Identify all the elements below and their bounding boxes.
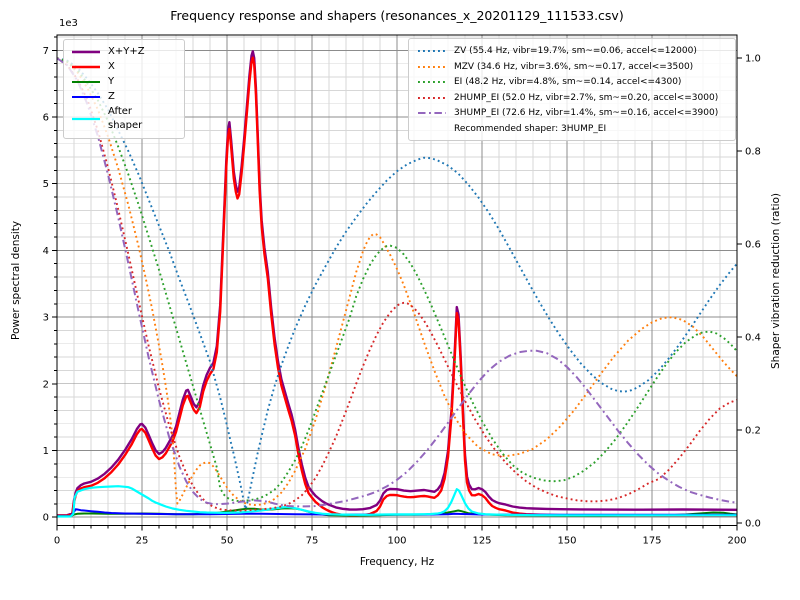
legend-entry: ZV (55.4 Hz, vibr=19.7%, sm~=0.06, accel… xyxy=(417,44,727,59)
y-axis-label-right: Shaper vibration reduction (ratio) xyxy=(770,192,782,369)
series-shaper-zv xyxy=(57,57,737,511)
legend-swatch xyxy=(418,112,446,115)
legend-entry: Y xyxy=(71,75,177,89)
tick-label: 175 xyxy=(642,536,661,547)
series-shaper-3hump_ei xyxy=(57,57,737,508)
legend-swatch xyxy=(418,81,446,84)
tick-marks xyxy=(52,36,742,531)
legend-recommended-note: Recommended shaper: 3HUMP_EI xyxy=(454,123,607,134)
tick-label: 75 xyxy=(306,536,319,547)
legend-entry: X xyxy=(71,60,177,74)
tick-label: 100 xyxy=(387,536,406,547)
chart-title: Frequency response and shapers (resonanc… xyxy=(170,8,624,23)
tick-label: 0.0 xyxy=(745,519,761,530)
legend-swatch xyxy=(418,65,446,68)
legend-entry-label: EI (48.2 Hz, vibr=4.8%, sm~=0.14, accel<… xyxy=(454,77,682,87)
tick-label: 0.6 xyxy=(745,240,761,251)
tick-label: 7 xyxy=(43,46,49,57)
tick-labels: 0 25 50 75 100 125 150 175 200 0 1 2 3 4 5 6 7 0.0 0.2 0.4 0… xyxy=(43,46,761,547)
legend-entry-label: ZV (55.4 Hz, vibr=19.7%, sm~=0.06, accel… xyxy=(454,46,697,56)
legend-entry-label: 3HUMP_EI (72.6 Hz, vibr=1.4%, sm~=0.16, … xyxy=(454,108,719,118)
tick-label: 150 xyxy=(557,536,576,547)
tick-label: 6 xyxy=(43,113,49,124)
tick-label: 0 xyxy=(43,513,49,524)
legend-entry-label: Y xyxy=(108,76,115,87)
tick-label: 0.8 xyxy=(745,147,761,158)
legend-entry-label: Z xyxy=(108,91,115,102)
legend-psd: X+Y+Z X Y Z After shaper xyxy=(63,39,185,139)
legend-entry-label: X xyxy=(108,61,115,72)
legend-swatch xyxy=(72,81,100,83)
legend-entry: Z xyxy=(71,90,177,104)
tick-label: 1 xyxy=(43,446,49,457)
legend-swatch xyxy=(418,96,446,99)
series-psd-x xyxy=(57,56,737,517)
legend-entry: MZV (34.6 Hz, vibr=3.6%, sm~=0.17, accel… xyxy=(417,60,727,75)
curves xyxy=(57,50,737,518)
series-shaper-2hump_ei xyxy=(57,57,737,512)
legend-swatch xyxy=(72,50,100,54)
y-axis-offset-text: 1e3 xyxy=(59,18,78,29)
x-axis-label: Frequency, Hz xyxy=(359,556,435,568)
series-psd-z xyxy=(57,508,737,518)
legend-entry-label: X+Y+Z xyxy=(108,46,145,57)
legend-swatch xyxy=(72,96,100,98)
tick-label: 3 xyxy=(43,313,49,324)
tick-label: 2 xyxy=(43,379,49,390)
tick-label: 25 xyxy=(136,536,149,547)
tick-label: 4 xyxy=(43,246,49,257)
series-shaper-mzv xyxy=(57,57,737,506)
series-psd-after-shaper xyxy=(57,485,737,518)
tick-label: 0.2 xyxy=(745,426,761,437)
legend-entry: X+Y+Z xyxy=(71,45,177,59)
tick-label: 200 xyxy=(727,536,746,547)
legend-entry-label: 2HUMP_EI (52.0 Hz, vibr=2.7%, sm~=0.20, … xyxy=(454,92,719,103)
legend-swatch xyxy=(72,117,100,121)
legend-shapers: ZV (55.4 Hz, vibr=19.7%, sm~=0.06, accel… xyxy=(408,38,736,141)
legend-entry-label: After shaper xyxy=(108,106,143,131)
tick-label: 5 xyxy=(43,179,49,190)
legend-swatch xyxy=(418,50,446,53)
tick-label: 0 xyxy=(54,536,60,547)
tick-label: 125 xyxy=(472,536,491,547)
y-axis-label-left: Power spectral density xyxy=(10,220,22,341)
tick-label: 1.0 xyxy=(745,54,761,65)
legend-entry: EI (48.2 Hz, vibr=4.8%, sm~=0.14, accel<… xyxy=(417,75,727,90)
legend-entry: After shaper xyxy=(71,105,177,133)
legend-swatch xyxy=(72,65,100,69)
tick-label: 0.4 xyxy=(745,333,761,344)
legend-entry: 2HUMP_EI (52.0 Hz, vibr=2.7%, sm~=0.20, … xyxy=(417,91,727,106)
series-shaper-ei xyxy=(57,57,737,502)
legend-entry-label: MZV (34.6 Hz, vibr=3.6%, sm~=0.17, accel… xyxy=(454,61,694,72)
legend-entry: 3HUMP_EI (72.6 Hz, vibr=1.4%, sm~=0.16, … xyxy=(417,106,727,121)
tick-label: 50 xyxy=(221,536,234,547)
